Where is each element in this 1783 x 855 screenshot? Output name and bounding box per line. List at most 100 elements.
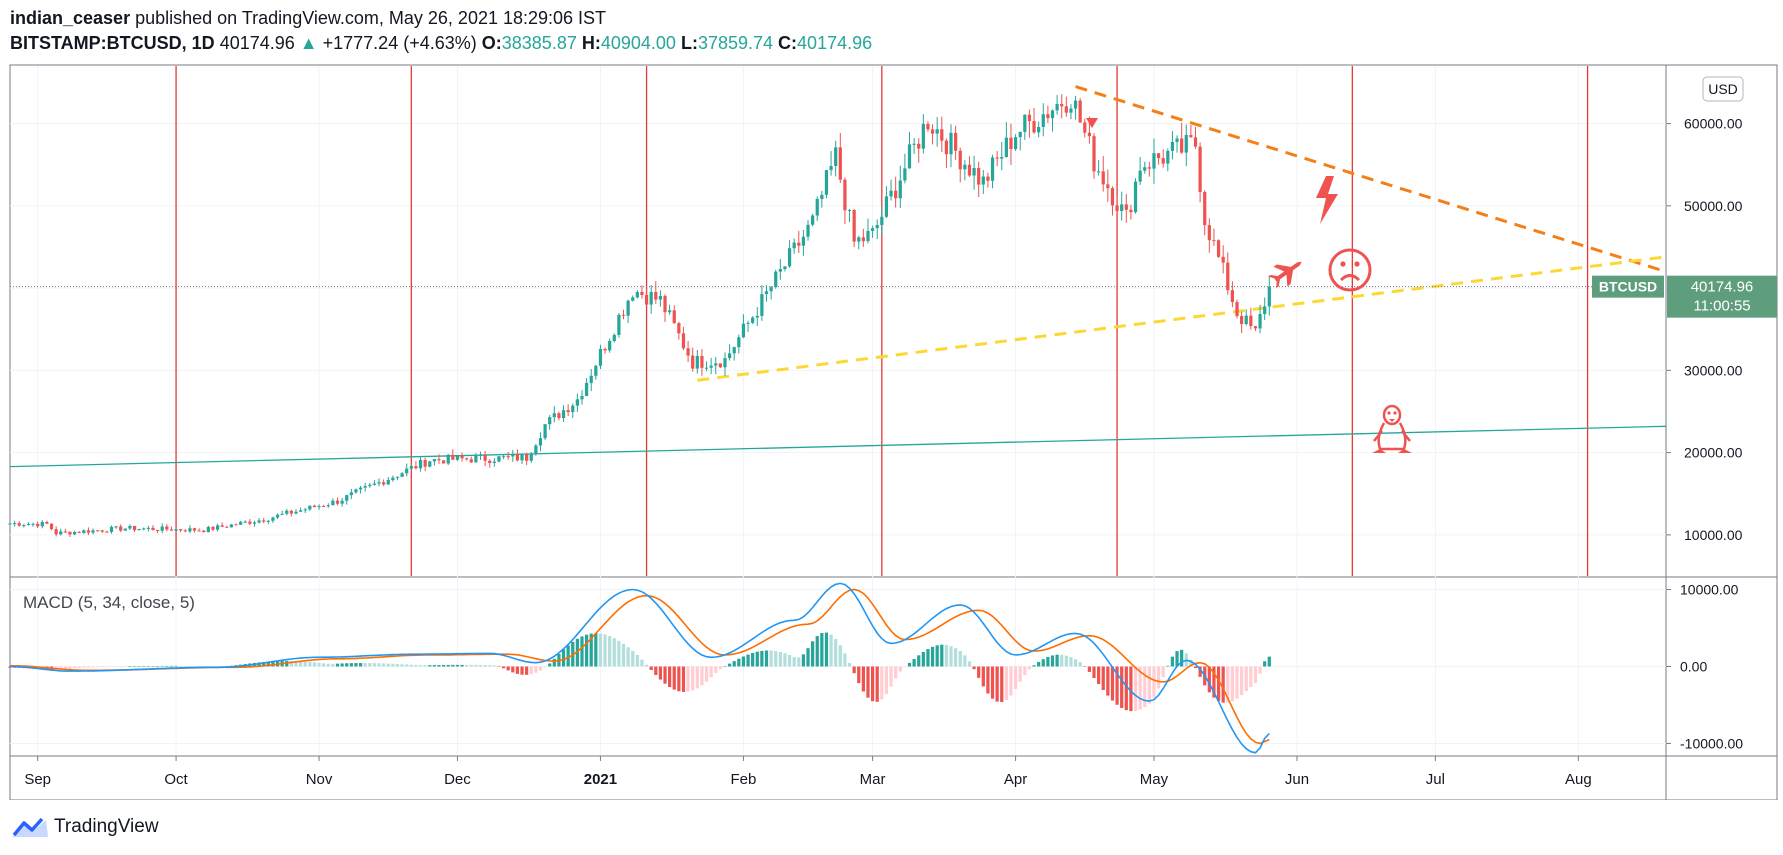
candle-body <box>548 417 552 425</box>
histogram-bar <box>1083 666 1087 667</box>
candle-body <box>930 129 935 134</box>
lightning-icon[interactable] <box>1316 176 1338 224</box>
grid <box>10 66 1666 755</box>
down-marker-icon[interactable] <box>1086 118 1098 128</box>
histogram-bar <box>183 665 187 667</box>
histogram-bar <box>1267 656 1271 667</box>
time-tick-label: 2021 <box>584 771 617 788</box>
candle-body <box>382 482 386 485</box>
histogram-bar <box>82 666 86 668</box>
candle-body <box>72 531 77 535</box>
candle-body <box>977 168 981 185</box>
candle-body <box>917 143 921 149</box>
histogram-bar <box>621 643 626 667</box>
trendlines[interactable] <box>9 85 1667 468</box>
histogram-bar <box>1050 655 1055 667</box>
histogram-bar <box>963 655 967 667</box>
candle-body <box>1221 256 1225 263</box>
candle-body <box>239 521 243 525</box>
histogram-bar <box>1166 665 1170 667</box>
histogram-bar <box>1193 666 1198 669</box>
up-arrow-icon: ▲ <box>299 33 318 53</box>
candle-body <box>418 459 423 469</box>
candle-body <box>1009 137 1013 150</box>
price-axis[interactable]: 60000.0050000.0040000.0030000.0020000.00… <box>1666 116 1743 752</box>
currency-badge[interactable] <box>1702 76 1744 102</box>
candle-body <box>252 522 257 524</box>
histogram-bar <box>1009 666 1013 696</box>
chart-area[interactable]: 60000.0050000.0040000.0030000.0020000.00… <box>0 0 1783 800</box>
histogram-bar <box>128 666 132 667</box>
candle-body <box>1189 135 1193 138</box>
airplane-icon[interactable] <box>1265 252 1308 292</box>
candle-body <box>68 531 72 535</box>
candle-body <box>1050 110 1055 119</box>
candle-body <box>395 476 400 478</box>
candle-body <box>1083 122 1087 133</box>
histogram-bar <box>326 663 330 667</box>
candle-body <box>852 210 856 242</box>
histogram-bar <box>492 665 496 667</box>
histogram-bar <box>990 666 995 699</box>
histogram-bar <box>949 646 953 667</box>
candle-body <box>335 500 340 504</box>
histogram-bar <box>986 666 990 694</box>
candle-body <box>644 294 649 305</box>
price-tag: BTCUSD 40174.96 11:00:55 <box>1592 275 1777 318</box>
histogram-bar <box>202 666 206 667</box>
candle-body <box>538 438 543 446</box>
histogram-bar <box>686 666 690 692</box>
candle-body <box>280 513 284 515</box>
candle-body <box>119 526 123 531</box>
candle-body <box>1101 171 1105 185</box>
time-axis[interactable]: Sep Oct Nov Dec 2021 Feb Mar Apr May Jun Jul Aug <box>24 756 1592 788</box>
histogram-bar <box>1060 654 1064 667</box>
histogram-bar <box>751 652 755 667</box>
candle-body <box>1175 138 1179 142</box>
histogram-bar <box>852 666 856 674</box>
candle-body <box>229 524 234 528</box>
histogram-bar <box>1078 662 1082 667</box>
histogram-bar <box>414 664 418 667</box>
histogram-bar <box>663 666 667 684</box>
candle-body <box>783 266 787 269</box>
symbol-info: BITSTAMP:BTCUSD, 1D 40174.96 ▲ +1777.24 … <box>10 33 872 54</box>
histogram-bar <box>372 663 377 667</box>
candle-body <box>197 530 201 532</box>
author-name[interactable]: indian_ceaser <box>10 8 131 28</box>
histogram-bar <box>884 666 889 695</box>
macd-tick-label: -10000.00 <box>1680 735 1743 751</box>
candle-body <box>727 353 732 359</box>
histogram-bar <box>441 664 446 667</box>
histogram-bar <box>331 663 335 667</box>
candle-body <box>769 287 773 292</box>
histogram-bar <box>769 650 773 667</box>
macd-title[interactable]: MACD (5, 34, close, 5) <box>23 593 195 612</box>
brand[interactable]: TradingView <box>12 816 159 838</box>
histogram-bar <box>617 640 621 667</box>
candle-body <box>986 176 990 181</box>
histogram-bar <box>391 663 395 667</box>
penguin-icon[interactable] <box>1372 404 1412 453</box>
candle-body <box>870 228 875 231</box>
histogram-bar <box>598 633 603 667</box>
histogram-bar <box>469 664 473 667</box>
macd-tick-label: 10000.00 <box>1680 582 1739 598</box>
candle-body <box>368 484 372 487</box>
histogram-bar <box>211 666 215 667</box>
histogram-bar <box>197 666 201 667</box>
sad-face-icon[interactable] <box>1328 248 1372 292</box>
histogram-bar <box>382 663 386 667</box>
candle-body <box>405 468 409 474</box>
histogram-bar <box>91 666 95 668</box>
histogram-bar <box>303 661 307 667</box>
histogram-bar <box>635 655 639 667</box>
candle-body <box>1216 240 1221 257</box>
histogram-bar <box>801 654 806 667</box>
candle-body <box>792 242 796 249</box>
candle-body <box>225 526 229 528</box>
trendline <box>1075 85 1667 274</box>
vertical-lines[interactable] <box>175 66 1589 576</box>
histogram-bar <box>137 666 141 667</box>
histogram-bar <box>677 666 681 692</box>
